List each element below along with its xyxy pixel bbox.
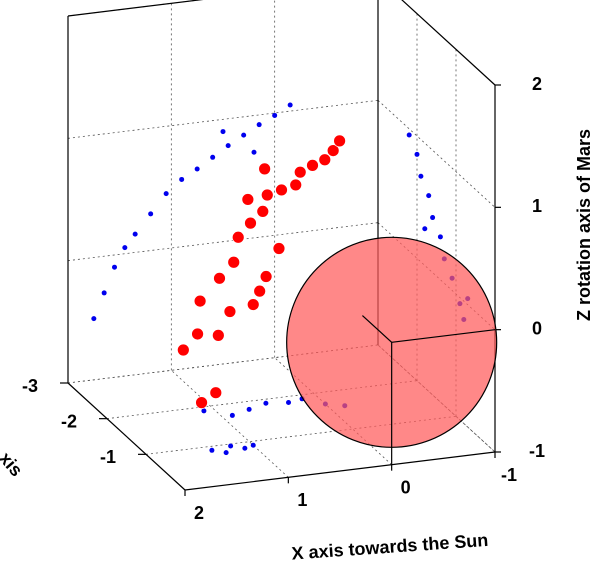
sphere-axis	[391, 329, 496, 343]
z-tick-label: -1	[529, 441, 545, 461]
data-point	[209, 386, 223, 400]
data-point	[231, 230, 245, 244]
data-point	[241, 193, 255, 206]
grid-line	[377, 344, 496, 453]
data-point	[246, 298, 260, 311]
data-point	[195, 396, 208, 410]
data-point	[229, 412, 235, 418]
y-tick-label: -2	[61, 411, 77, 431]
data-point	[211, 328, 225, 342]
box-edge	[184, 451, 496, 491]
data-point	[260, 188, 274, 202]
x-tick-label: 1	[297, 490, 307, 510]
data-point	[91, 316, 97, 322]
x-tick-label: 0	[401, 477, 411, 497]
data-point	[244, 216, 257, 230]
data-point	[112, 264, 117, 270]
y-tick-label: -1	[100, 447, 116, 467]
grid-line	[67, 222, 379, 262]
x-tick-label: 2	[194, 503, 204, 523]
z-axis-label: Z rotation axis of Mars	[574, 129, 594, 321]
data-point	[191, 327, 204, 341]
data-point	[122, 245, 128, 251]
data-point	[259, 270, 273, 283]
data-point	[418, 173, 424, 179]
data-point	[242, 445, 248, 451]
data-point	[333, 134, 347, 148]
data-point	[193, 294, 207, 308]
data-point	[256, 205, 270, 218]
data-point	[201, 408, 207, 414]
data-point	[225, 143, 231, 149]
box-edge	[401, 0, 496, 86]
data-point	[179, 176, 185, 182]
data-point	[275, 183, 288, 197]
grid-line	[67, 0, 202, 17]
data-point	[289, 178, 303, 192]
data-point	[132, 231, 138, 237]
data-point	[326, 144, 340, 157]
data-point	[227, 255, 241, 269]
data-point	[101, 290, 107, 296]
data-point	[272, 242, 286, 255]
data-point	[176, 343, 190, 357]
data-point	[430, 215, 436, 221]
data-point	[228, 443, 234, 449]
data-point	[223, 450, 229, 456]
z-tick-label: 1	[532, 196, 542, 216]
grid-line	[377, 100, 496, 208]
sphere-axis	[362, 315, 393, 343]
z-tick-label: 2	[532, 74, 542, 94]
z-tick-label: 0	[532, 318, 542, 338]
data-point	[318, 153, 332, 167]
data-point	[210, 154, 216, 160]
data-point	[287, 102, 293, 108]
data-point	[251, 149, 257, 155]
data-point	[426, 193, 432, 199]
data-point	[194, 166, 200, 172]
data-point	[250, 442, 256, 448]
data-point	[246, 406, 252, 412]
grid-line	[274, 357, 392, 465]
grid-line	[171, 370, 289, 478]
data-point	[253, 284, 267, 298]
box-edge	[67, 382, 186, 491]
data-point	[258, 162, 272, 176]
y-tick-label: -3	[22, 376, 38, 396]
data-point	[148, 211, 154, 217]
data-point	[223, 305, 237, 318]
grid-line	[67, 99, 379, 139]
data-point	[293, 165, 307, 179]
data-point	[263, 400, 269, 406]
x-axis-label: X axis towards the Sun	[291, 530, 489, 564]
data-point	[406, 132, 412, 138]
data-point	[422, 226, 428, 232]
x-tick-label: -1	[501, 465, 517, 485]
data-point	[306, 158, 319, 172]
data-point	[272, 112, 278, 118]
grid-line	[401, 0, 496, 86]
data-point	[241, 132, 247, 138]
data-point	[437, 234, 443, 240]
box-edge	[67, 0, 204, 17]
data-point	[163, 191, 169, 197]
data-point	[414, 151, 420, 157]
data-point	[256, 122, 262, 128]
data-point	[220, 129, 226, 135]
data-point	[213, 271, 226, 285]
y-axis-label: xis	[0, 448, 27, 480]
data-point	[286, 399, 292, 405]
data-point	[209, 447, 215, 453]
